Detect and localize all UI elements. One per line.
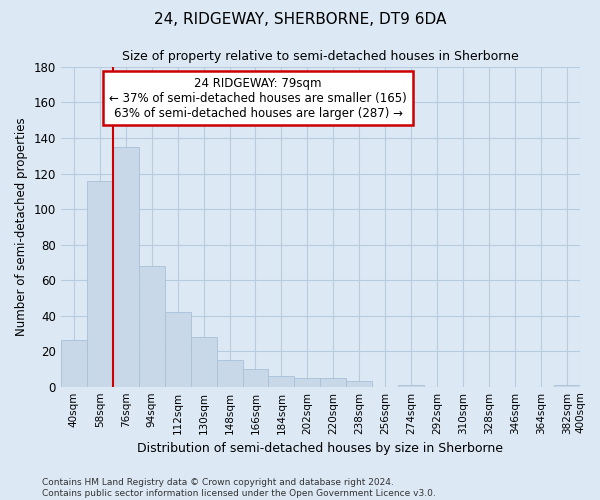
Bar bbox=[87, 180, 113, 386]
Bar bbox=[554, 385, 580, 386]
Title: Size of property relative to semi-detached houses in Sherborne: Size of property relative to semi-detach… bbox=[122, 50, 519, 63]
Y-axis label: Number of semi-detached properties: Number of semi-detached properties bbox=[15, 118, 28, 336]
Bar bbox=[242, 369, 268, 386]
Bar bbox=[320, 378, 346, 386]
Bar bbox=[139, 266, 164, 386]
Text: 24 RIDGEWAY: 79sqm
← 37% of semi-detached houses are smaller (165)
63% of semi-d: 24 RIDGEWAY: 79sqm ← 37% of semi-detache… bbox=[109, 76, 407, 120]
Bar bbox=[61, 340, 87, 386]
X-axis label: Distribution of semi-detached houses by size in Sherborne: Distribution of semi-detached houses by … bbox=[137, 442, 503, 455]
Bar bbox=[346, 382, 373, 386]
Bar bbox=[164, 312, 191, 386]
Bar bbox=[398, 385, 424, 386]
Bar bbox=[113, 147, 139, 386]
Bar bbox=[295, 378, 320, 386]
Bar bbox=[191, 337, 217, 386]
Text: Contains HM Land Registry data © Crown copyright and database right 2024.
Contai: Contains HM Land Registry data © Crown c… bbox=[42, 478, 436, 498]
Bar bbox=[268, 376, 295, 386]
Bar bbox=[217, 360, 242, 386]
Text: 24, RIDGEWAY, SHERBORNE, DT9 6DA: 24, RIDGEWAY, SHERBORNE, DT9 6DA bbox=[154, 12, 446, 28]
